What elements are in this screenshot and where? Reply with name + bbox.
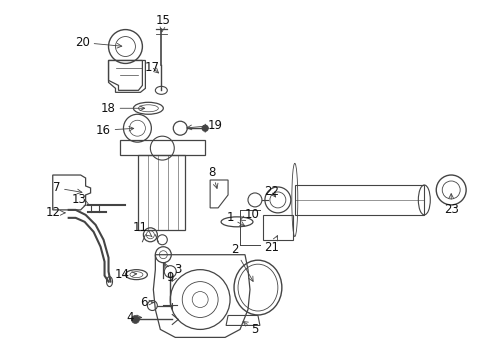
Text: 16: 16: [96, 124, 134, 137]
Text: 13: 13: [71, 193, 90, 206]
Text: 23: 23: [444, 194, 459, 216]
Text: 7: 7: [53, 181, 82, 194]
Text: 6: 6: [140, 296, 154, 309]
Text: 15: 15: [156, 14, 171, 32]
Text: 19: 19: [187, 119, 222, 132]
Text: 8: 8: [208, 166, 218, 188]
Text: 21: 21: [265, 236, 279, 254]
Circle shape: [131, 315, 140, 323]
Text: 12: 12: [45, 206, 65, 219]
Text: 18: 18: [101, 102, 145, 115]
Text: 10: 10: [240, 208, 259, 221]
Text: 1: 1: [226, 211, 245, 226]
Text: 3: 3: [172, 263, 182, 281]
Text: 4: 4: [127, 311, 142, 324]
Bar: [263, 215, 293, 240]
Text: 5: 5: [243, 321, 259, 336]
Text: 9: 9: [164, 263, 174, 284]
Circle shape: [202, 125, 208, 131]
Text: 20: 20: [75, 36, 122, 49]
Text: 22: 22: [265, 185, 279, 198]
Text: 14: 14: [115, 268, 137, 281]
Text: 11: 11: [133, 221, 152, 237]
Bar: [295, 185, 424, 215]
Text: 17: 17: [145, 61, 160, 74]
Text: 2: 2: [231, 243, 253, 282]
